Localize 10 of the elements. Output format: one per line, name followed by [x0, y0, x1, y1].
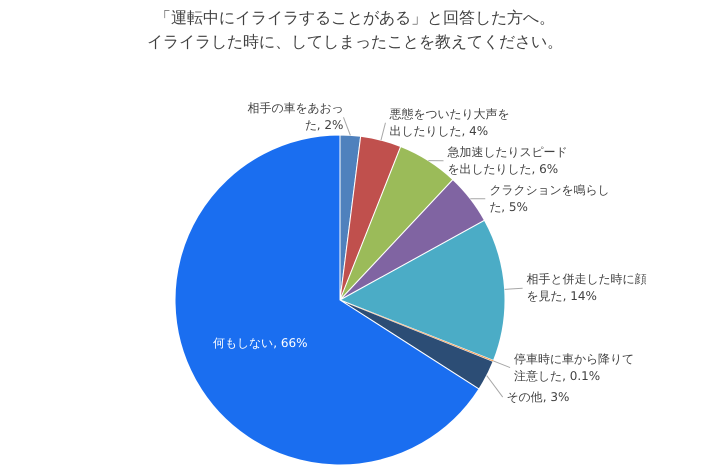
- slice-label: 相手と併走した時に顔を見た, 14%: [526, 271, 648, 306]
- slice-label: その他, 3%: [506, 388, 570, 406]
- chart-title: 「運転中にイライラすることがある」と回答した方へ。: [154, 7, 556, 29]
- slice-label: 悪態をついたり大声を出したりした, 4%: [389, 106, 510, 140]
- slice-label: 急加速したりスピードを出したりした, 6%: [447, 144, 568, 178]
- slice-label: クラクションを鳴らした, 5%: [489, 182, 610, 216]
- slice-label: 停車時に車から降りて注意した, 0.1%: [514, 350, 636, 385]
- slice-label: 何もしない, 66%: [212, 335, 309, 352]
- chart-subtitle: イライラした時に、してしまったことを教えてください。: [146, 31, 564, 53]
- slice-label: 相手の車をあおった, 2%: [246, 100, 344, 134]
